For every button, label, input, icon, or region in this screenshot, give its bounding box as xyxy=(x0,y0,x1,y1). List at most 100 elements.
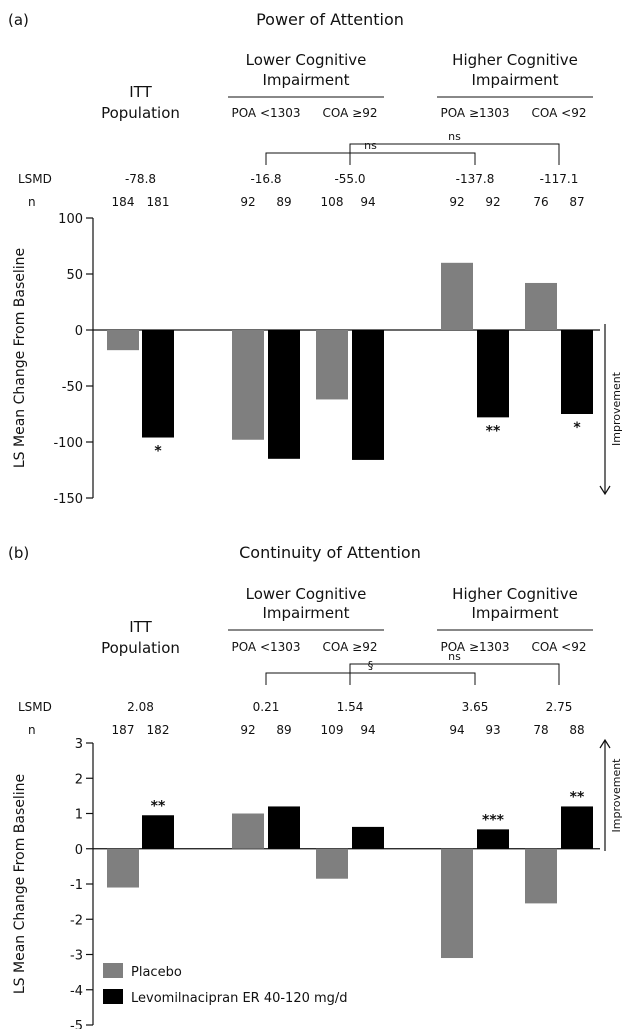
chart-title: Continuity of Attention xyxy=(239,543,421,562)
n-value: 94 xyxy=(360,195,375,209)
bar-placebo xyxy=(316,848,348,879)
bar-levomilnacipran xyxy=(142,815,174,849)
category-label: Population xyxy=(101,104,180,122)
category-label: COA <92 xyxy=(532,640,587,654)
significance-bracket xyxy=(265,152,476,165)
y-tick-label: -4 xyxy=(70,984,83,999)
category-label: ITT xyxy=(129,618,152,636)
category-label: COA ≥92 xyxy=(323,640,378,654)
bar-levomilnacipran xyxy=(352,330,384,460)
panel-letter: (a) xyxy=(8,11,29,29)
lsmd-row-label: LSMD xyxy=(18,172,52,186)
y-tick-label: -150 xyxy=(53,492,83,507)
n-value: 92 xyxy=(485,195,500,209)
legend-entry: Placebo xyxy=(131,965,182,980)
bracket-label: § xyxy=(368,659,374,672)
y-axis-label: LS Mean Change From Baseline xyxy=(12,248,28,468)
improvement-label: Improvement xyxy=(610,758,623,833)
bar-placebo xyxy=(107,330,139,351)
category-label: POA ≥1303 xyxy=(440,640,509,654)
legend-swatch xyxy=(103,963,123,978)
n-value: 184 xyxy=(112,195,135,209)
legend-swatch xyxy=(103,989,123,1004)
n-value: 76 xyxy=(533,195,548,209)
bracket-label: ns xyxy=(448,650,461,663)
y-tick-label: 0 xyxy=(75,324,83,339)
panel-a: (a) Power of Attention Lower Cognitive Impa… xyxy=(8,10,623,507)
y-tick-label: -1 xyxy=(70,878,83,893)
lsmd-value: -16.8 xyxy=(250,172,281,186)
n-value: 92 xyxy=(449,195,464,209)
n-row-label: n xyxy=(28,195,36,209)
arrow-head xyxy=(599,738,611,749)
group-label: Impairment xyxy=(262,604,349,622)
y-tick-label: 50 xyxy=(66,268,83,283)
group-label: Higher Cognitive xyxy=(452,51,578,69)
category-label: POA <1303 xyxy=(231,106,300,120)
bar-levomilnacipran xyxy=(477,829,509,849)
n-value: 87 xyxy=(569,195,584,209)
bracket-label: ns xyxy=(448,130,461,143)
group-label: Impairment xyxy=(471,71,558,89)
n-value: 92 xyxy=(240,195,255,209)
bar-levomilnacipran xyxy=(268,806,300,849)
y-tick-label: -3 xyxy=(70,949,83,964)
n-value: 187 xyxy=(112,723,135,737)
lsmd-value: 3.65 xyxy=(462,700,489,714)
n-value: 109 xyxy=(321,723,344,737)
bar-levomilnacipran xyxy=(268,330,300,459)
significance-mark: *** xyxy=(482,812,505,828)
lsmd-value: -55.0 xyxy=(334,172,365,186)
n-value: 108 xyxy=(321,195,344,209)
bar-levomilnacipran xyxy=(352,826,384,849)
n-value: 181 xyxy=(147,195,170,209)
legend-entry: Levomilnacipran ER 40-120 mg/d xyxy=(131,991,348,1006)
lsmd-value: -117.1 xyxy=(540,172,579,186)
bar-levomilnacipran xyxy=(561,806,593,849)
significance-mark: * xyxy=(154,444,162,460)
group-label: Lower Cognitive xyxy=(246,51,367,69)
bar-levomilnacipran xyxy=(142,330,174,438)
category-label: ITT xyxy=(129,83,152,101)
bar-placebo xyxy=(441,262,473,330)
y-tick-label: 3 xyxy=(75,737,83,752)
n-value: 94 xyxy=(360,723,375,737)
n-row-label: n xyxy=(28,723,36,737)
lsmd-value: 2.08 xyxy=(127,700,154,714)
bar-placebo xyxy=(232,813,264,849)
improvement-label: Improvement xyxy=(610,371,623,446)
y-tick-label: 100 xyxy=(58,212,83,227)
y-tick-label: -50 xyxy=(62,380,83,395)
n-value: 89 xyxy=(276,195,291,209)
n-value: 92 xyxy=(240,723,255,737)
n-value: 78 xyxy=(533,723,548,737)
significance-bracket xyxy=(349,143,560,165)
y-tick-label: -100 xyxy=(53,436,83,451)
bar-levomilnacipran xyxy=(561,330,593,414)
lsmd-value: 2.75 xyxy=(546,700,573,714)
bar-placebo xyxy=(316,330,348,400)
lsmd-value: -137.8 xyxy=(456,172,495,186)
y-axis-label: LS Mean Change From Baseline xyxy=(12,774,28,994)
n-value: 88 xyxy=(569,723,584,737)
category-label: POA <1303 xyxy=(231,640,300,654)
n-value: 89 xyxy=(276,723,291,737)
n-value: 182 xyxy=(147,723,170,737)
bar-placebo xyxy=(525,282,557,330)
n-value: 93 xyxy=(485,723,500,737)
significance-mark: ** xyxy=(151,798,166,814)
category-label: COA ≥92 xyxy=(323,106,378,120)
category-label: Population xyxy=(101,639,180,657)
bar-placebo xyxy=(232,330,264,440)
significance-mark: ** xyxy=(570,789,585,805)
group-label: Impairment xyxy=(262,71,349,89)
group-label: Higher Cognitive xyxy=(452,585,578,603)
group-label: Lower Cognitive xyxy=(246,585,367,603)
significance-mark: * xyxy=(573,420,581,436)
lsmd-value: 0.21 xyxy=(253,700,280,714)
chart-title: Power of Attention xyxy=(256,10,404,29)
y-tick-label: -2 xyxy=(70,913,83,928)
lsmd-value: 1.54 xyxy=(337,700,364,714)
significance-bracket xyxy=(265,672,476,685)
